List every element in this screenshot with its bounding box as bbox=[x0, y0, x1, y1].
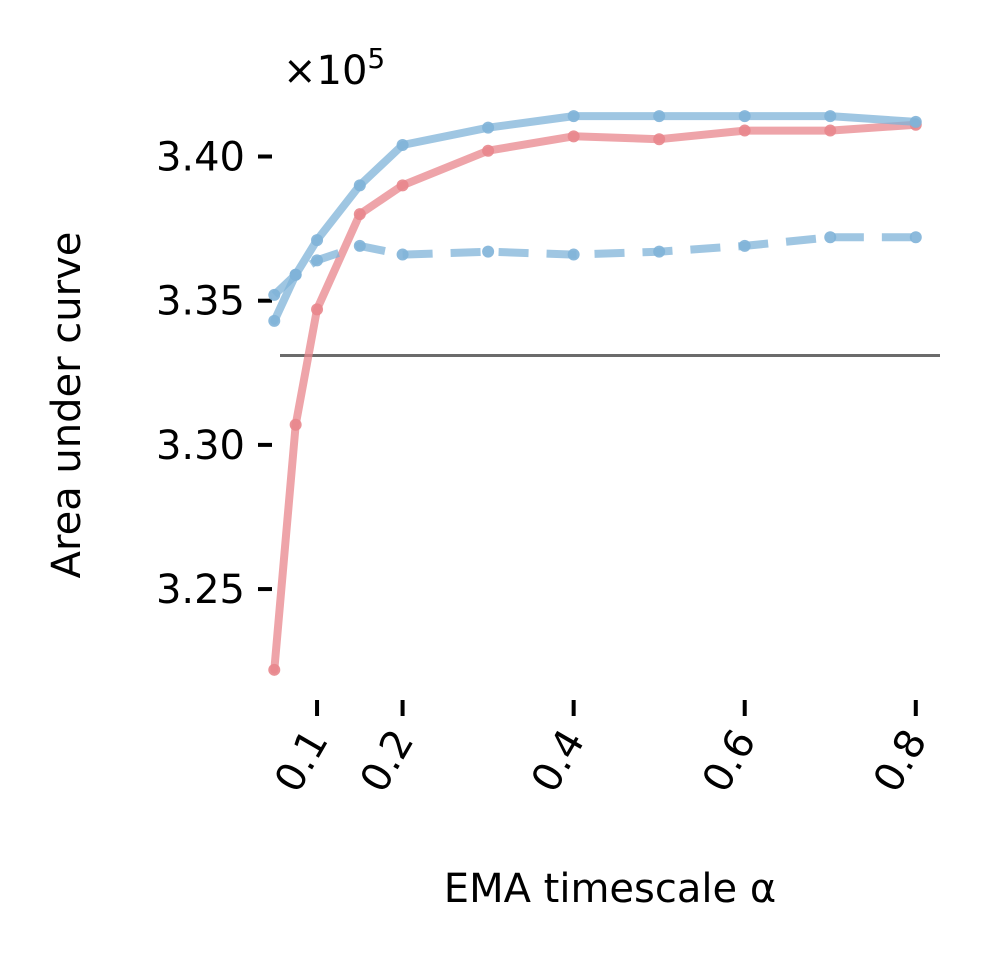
data-point bbox=[353, 239, 366, 252]
x-tick-label: 0.1 bbox=[266, 722, 338, 800]
series-line bbox=[270, 120, 920, 674]
data-point bbox=[738, 124, 751, 137]
x-tick-label: 0.4 bbox=[523, 722, 595, 800]
data-point bbox=[567, 248, 580, 261]
y-tick-label: 3.25 bbox=[156, 567, 245, 613]
data-point bbox=[653, 133, 666, 146]
data-point bbox=[567, 130, 580, 143]
data-point bbox=[396, 179, 409, 192]
y-offset-label: ×105 bbox=[283, 42, 385, 94]
series-line bbox=[270, 112, 920, 325]
data-point bbox=[738, 110, 751, 123]
x-axis-label: EMA timescale α bbox=[444, 866, 776, 912]
data-point bbox=[311, 254, 324, 267]
y-tick-label: 3.40 bbox=[156, 135, 245, 181]
data-point bbox=[353, 208, 366, 221]
data-point bbox=[653, 245, 666, 258]
data-point bbox=[567, 110, 580, 123]
y-axis-ticks: 3.25 3.30 3.35 3.40 bbox=[156, 135, 272, 613]
data-point bbox=[824, 124, 837, 137]
data-point bbox=[482, 245, 495, 258]
data-point bbox=[268, 663, 281, 676]
data-point bbox=[268, 314, 281, 327]
y-axis-label: Area under curve bbox=[44, 232, 90, 579]
data-point bbox=[482, 144, 495, 157]
data-point bbox=[909, 115, 922, 128]
data-point bbox=[396, 138, 409, 151]
x-tick-label: 0.8 bbox=[865, 722, 937, 800]
data-point bbox=[482, 121, 495, 134]
x-tick-label: 0.6 bbox=[694, 722, 766, 800]
data-point bbox=[289, 418, 302, 431]
data-point bbox=[909, 231, 922, 244]
data-point bbox=[824, 110, 837, 123]
y-tick-label: 3.30 bbox=[156, 423, 245, 469]
data-point bbox=[311, 234, 324, 247]
data-point bbox=[353, 179, 366, 192]
data-point bbox=[396, 248, 409, 261]
x-tick-label: 0.2 bbox=[352, 722, 424, 800]
data-point bbox=[268, 288, 281, 301]
data-point bbox=[311, 303, 324, 316]
series-layer bbox=[268, 110, 922, 676]
data-point bbox=[738, 239, 751, 252]
data-point bbox=[653, 110, 666, 123]
data-point bbox=[824, 231, 837, 244]
data-point bbox=[289, 268, 302, 281]
y-tick-label: 3.35 bbox=[156, 279, 245, 325]
x-axis-ticks: 0.1 0.2 0.4 0.6 0.8 bbox=[266, 700, 936, 800]
series-line bbox=[271, 233, 916, 298]
